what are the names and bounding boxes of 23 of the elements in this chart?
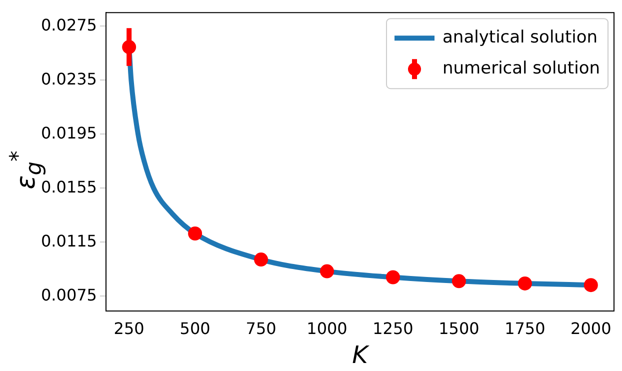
point [188, 226, 202, 240]
y-tick-label: 0.0275 [41, 15, 97, 34]
x-tick-label: 1250 [372, 318, 414, 338]
point [320, 264, 334, 278]
point [452, 274, 466, 288]
x-tick-label: 2000 [570, 318, 612, 338]
x-tick-label: 1750 [504, 318, 546, 338]
point [386, 270, 400, 284]
point [518, 276, 532, 290]
x-axis-title: K [352, 340, 370, 369]
x-tick-label: 250 [114, 318, 144, 338]
x-tick-label: 500 [180, 318, 210, 338]
x-tick-label: 1500 [438, 318, 480, 338]
y-tick-label: 0.0115 [41, 231, 97, 250]
point [254, 252, 268, 267]
y-tick-label: 0.0235 [41, 69, 97, 88]
x-tick-label: 750 [246, 318, 276, 338]
y-tick-label: 0.0075 [41, 285, 97, 304]
legend-label: numerical solution [442, 58, 600, 79]
x-tick-label: 1000 [306, 318, 348, 338]
point [584, 278, 598, 292]
y-tick-label: 0.0195 [41, 123, 97, 142]
legend-label: analytical solution [442, 28, 598, 48]
